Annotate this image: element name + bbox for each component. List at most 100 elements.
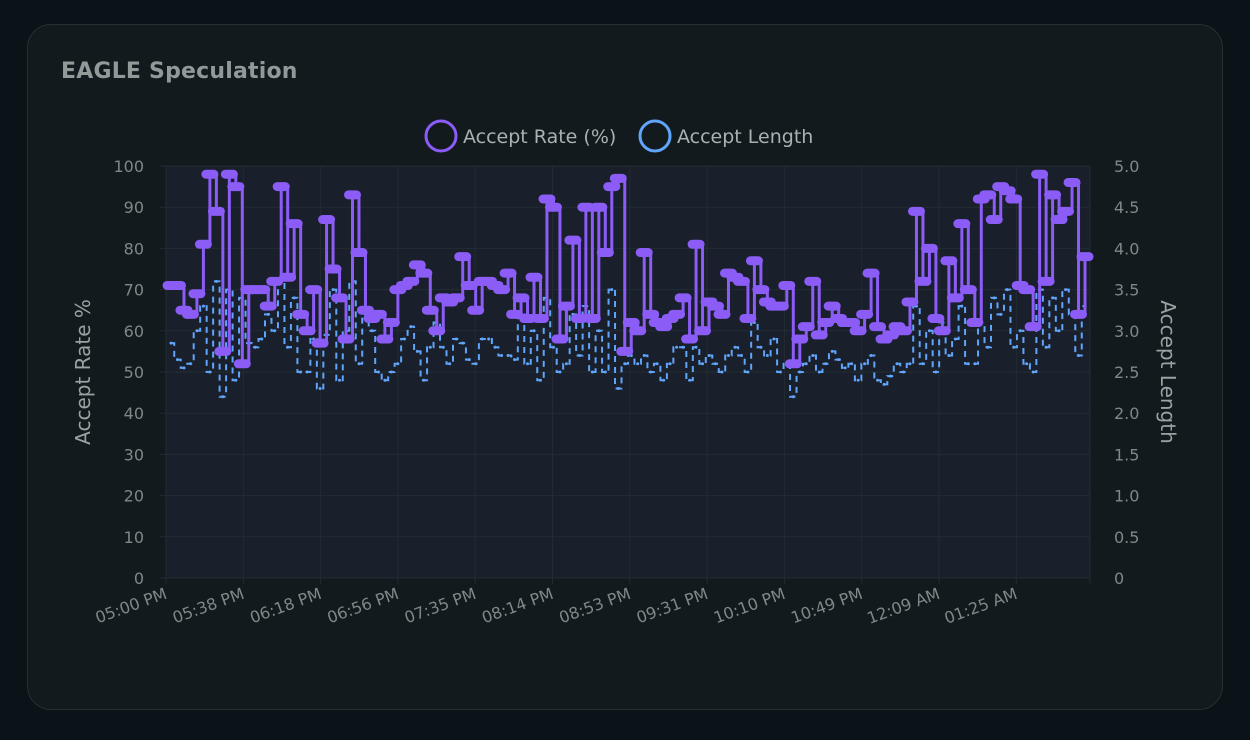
accept-length-point[interactable] [668, 362, 672, 366]
accept-length-point[interactable] [577, 354, 581, 358]
accept-length-point[interactable] [402, 337, 406, 341]
accept-length-point[interactable] [947, 354, 951, 358]
accept-length-point[interactable] [830, 349, 834, 353]
accept-length-point[interactable] [675, 345, 679, 349]
accept-length-point[interactable] [305, 370, 309, 374]
accept-length-point[interactable] [286, 345, 290, 349]
accept-length-point[interactable] [824, 362, 828, 366]
accept-length-point[interactable] [778, 370, 782, 374]
accept-length-point[interactable] [214, 279, 218, 283]
accept-length-point[interactable] [726, 354, 730, 358]
accept-length-point[interactable] [707, 354, 711, 358]
accept-length-point[interactable] [850, 362, 854, 366]
accept-length-point[interactable] [623, 362, 627, 366]
accept-length-point[interactable] [759, 345, 763, 349]
accept-length-point[interactable] [694, 345, 698, 349]
accept-length-point[interactable] [720, 370, 724, 374]
accept-length-point[interactable] [863, 362, 867, 366]
accept-length-point[interactable] [681, 345, 685, 349]
accept-length-point[interactable] [1031, 370, 1035, 374]
accept-length-point[interactable] [506, 354, 510, 358]
accept-length-point[interactable] [739, 354, 743, 358]
accept-length-point[interactable] [895, 362, 899, 366]
accept-length-point[interactable] [662, 378, 666, 382]
accept-length-point[interactable] [843, 366, 847, 370]
accept-length-point[interactable] [811, 354, 815, 358]
accept-length-point[interactable] [383, 378, 387, 382]
accept-length-point[interactable] [415, 349, 419, 353]
accept-length-point[interactable] [273, 329, 277, 333]
accept-length-point[interactable] [474, 362, 478, 366]
accept-length-point[interactable] [513, 358, 517, 362]
accept-length-point[interactable] [389, 370, 393, 374]
accept-length-point[interactable] [616, 386, 620, 390]
accept-length-point[interactable] [636, 362, 640, 366]
accept-length-point[interactable] [765, 354, 769, 358]
accept-length-point[interactable] [1025, 362, 1029, 366]
accept-length-point[interactable] [876, 378, 880, 382]
accept-length-point[interactable] [493, 345, 497, 349]
accept-length-point[interactable] [817, 370, 821, 374]
accept-length-point[interactable] [992, 296, 996, 300]
accept-length-point[interactable] [396, 362, 400, 366]
accept-length-point[interactable] [798, 370, 802, 374]
accept-length-point[interactable] [188, 362, 192, 366]
accept-length-point[interactable] [927, 329, 931, 333]
accept-length-point[interactable] [558, 370, 562, 374]
accept-length-point[interactable] [610, 288, 614, 292]
accept-length-point[interactable] [733, 345, 737, 349]
accept-length-point[interactable] [253, 345, 257, 349]
accept-length-point[interactable] [1051, 296, 1055, 300]
accept-length-point[interactable] [1064, 288, 1068, 292]
accept-length-point[interactable] [772, 337, 776, 341]
accept-length-point[interactable] [908, 362, 912, 366]
accept-length-point[interactable] [409, 325, 413, 329]
accept-length-point[interactable] [1012, 345, 1016, 349]
accept-length-point[interactable] [234, 378, 238, 382]
accept-length-point[interactable] [986, 345, 990, 349]
accept-length-point[interactable] [655, 362, 659, 366]
accept-length-point[interactable] [701, 362, 705, 366]
accept-length-point[interactable] [960, 304, 964, 308]
accept-length-point[interactable] [422, 378, 426, 382]
accept-length-point[interactable] [195, 329, 199, 333]
accept-length-point[interactable] [642, 354, 646, 358]
accept-length-point[interactable] [221, 395, 225, 399]
accept-length-point[interactable] [882, 382, 886, 386]
accept-length-point[interactable] [1044, 345, 1048, 349]
accept-length-point[interactable] [597, 329, 601, 333]
legend-swatch-accept-length[interactable] [638, 119, 672, 153]
accept-length-point[interactable] [1005, 288, 1009, 292]
accept-length-point[interactable] [746, 370, 750, 374]
accept-length-point[interactable] [182, 366, 186, 370]
accept-length-point[interactable] [564, 362, 568, 366]
accept-length-point[interactable] [538, 378, 542, 382]
accept-length-point[interactable] [260, 337, 264, 341]
accept-length-point[interactable] [441, 345, 445, 349]
accept-length-point[interactable] [376, 370, 380, 374]
accept-length-point[interactable] [454, 337, 458, 341]
accept-length-point[interactable] [1077, 354, 1081, 358]
accept-length-point[interactable] [266, 312, 270, 316]
accept-length-point[interactable] [467, 358, 471, 362]
accept-length-point[interactable] [357, 362, 361, 366]
accept-length-point[interactable] [934, 370, 938, 374]
accept-length-point[interactable] [921, 362, 925, 366]
accept-length-point[interactable] [973, 362, 977, 366]
accept-length-point[interactable] [208, 370, 212, 374]
accept-length-point[interactable] [1018, 329, 1022, 333]
accept-length-point[interactable] [856, 378, 860, 382]
accept-length-point[interactable] [448, 362, 452, 366]
accept-length-point[interactable] [804, 362, 808, 366]
accept-length-point[interactable] [331, 288, 335, 292]
legend-label-accept-length[interactable]: Accept Length [677, 126, 813, 148]
accept-length-point[interactable] [428, 345, 432, 349]
accept-length-point[interactable] [500, 354, 504, 358]
accept-length-point[interactable] [649, 370, 653, 374]
accept-length-point[interactable] [526, 362, 530, 366]
accept-length-point[interactable] [318, 386, 322, 390]
accept-length-point[interactable] [688, 378, 692, 382]
accept-length-point[interactable] [999, 312, 1003, 316]
accept-length-point[interactable] [714, 362, 718, 366]
accept-length-point[interactable] [338, 378, 342, 382]
